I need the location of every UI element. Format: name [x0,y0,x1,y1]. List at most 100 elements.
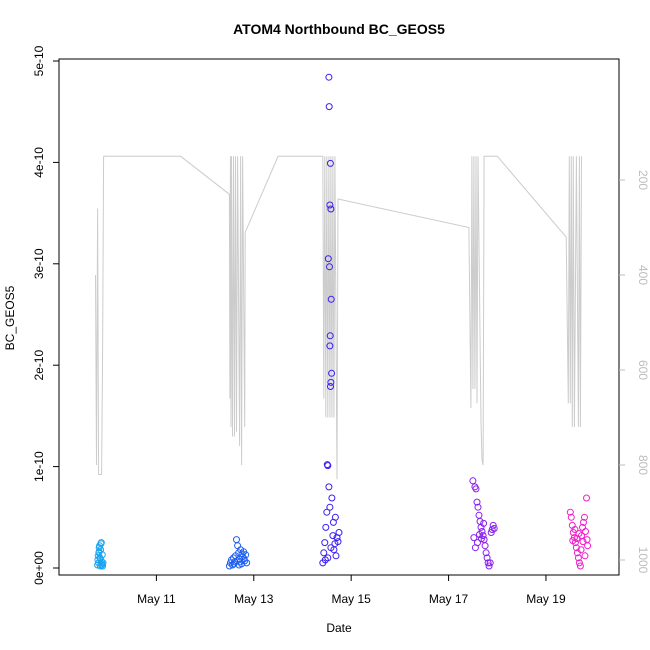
series-1 [94,539,107,570]
data-point [233,557,241,565]
data-point [321,539,329,547]
data-point [470,534,478,542]
data-point [483,554,491,562]
data-point [326,159,334,167]
data-point [331,513,339,521]
data-point [329,532,337,540]
data-point [335,529,343,536]
data-point [566,508,574,516]
data-point [472,485,480,493]
data-point [325,483,333,491]
data-point [320,549,328,557]
data-point [327,378,335,386]
y-tick-label: 3e-10 [32,248,46,279]
data-point [321,556,329,564]
y-tick-label: 0e+00 [32,551,46,585]
data-point [234,542,242,550]
y2-tick-label: 800 [636,455,650,475]
data-point [334,538,342,546]
data-point [332,552,340,560]
data-point [490,525,498,532]
data-point [323,508,331,516]
data-point [328,369,336,377]
x-tick-label: May 19 [526,592,566,606]
data-point [240,555,248,563]
data-point [580,518,587,526]
data-point [481,542,489,550]
pressure-profile-layer [95,155,582,480]
x-tick-label: May 17 [429,592,469,606]
x-tick-label: May 11 [137,592,176,606]
data-point [233,536,240,544]
data-point [584,542,592,550]
data-point [575,530,583,537]
series-4 [469,477,498,570]
data-point [324,462,332,470]
y2-tick-label: 1000 [636,547,650,574]
y-tick-label: 5e-10 [32,45,46,76]
data-point [572,544,580,552]
data-point [485,562,493,570]
chart-title: ATOM4 Northbound BC_GEOS5 [233,21,445,37]
data-point [326,263,333,271]
points-layer [94,73,592,570]
data-point [242,551,250,559]
data-point [484,559,492,567]
y-tick-label: 2e-10 [32,350,46,381]
data-point [582,528,589,535]
x-axis-label: Date [326,621,352,635]
data-point [327,205,335,213]
data-point [325,103,333,111]
data-point [473,498,481,506]
data-point [325,73,333,81]
data-point [326,342,334,350]
plot-frame [58,58,620,576]
data-point [574,554,582,562]
data-point [471,544,479,552]
data-point [475,511,483,519]
data-point [567,513,575,521]
y-tick-label: 4e-10 [32,147,46,178]
y-axis-label: BC_GEOS5 [3,285,17,350]
data-point [575,559,583,567]
data-point [98,561,106,569]
series-2 [225,536,251,570]
data-point [569,537,577,545]
data-point [328,494,336,502]
data-point [474,503,482,511]
data-point [480,519,488,527]
data-point [326,503,334,511]
data-point [482,549,490,557]
data-point [326,201,334,209]
pressure-profile-line [95,155,582,480]
data-point [235,561,243,569]
data-point [99,562,107,570]
data-point [226,559,234,567]
x-tick-label: May 13 [234,592,274,606]
y2-tick-label: 200 [636,170,650,190]
data-point [478,535,485,543]
series-5 [566,494,592,570]
data-point [581,513,588,521]
series-3 [319,73,343,567]
data-point [322,523,330,531]
data-point [324,255,332,263]
x-tick-label: May 15 [331,592,371,606]
data-point [576,562,584,570]
y2-tick-label: 400 [636,265,650,285]
data-point [581,552,589,560]
data-point [579,538,587,546]
data-point [476,531,483,538]
data-point [571,526,579,533]
y-tick-label: 1e-10 [32,451,46,482]
data-point [489,521,497,529]
data-point [95,548,103,556]
data-point [97,539,105,547]
data-point [486,559,494,567]
data-point [469,477,477,485]
y-axis: 0e+00 1e-10 2e-10 3e-10 4e-10 5e-10 [32,45,59,585]
y2-axis: 200 400 600 800 1000 [619,170,650,574]
data-point [583,494,590,502]
x-axis: May 11 May 13 May 15 May 17 May 19 [137,575,566,606]
